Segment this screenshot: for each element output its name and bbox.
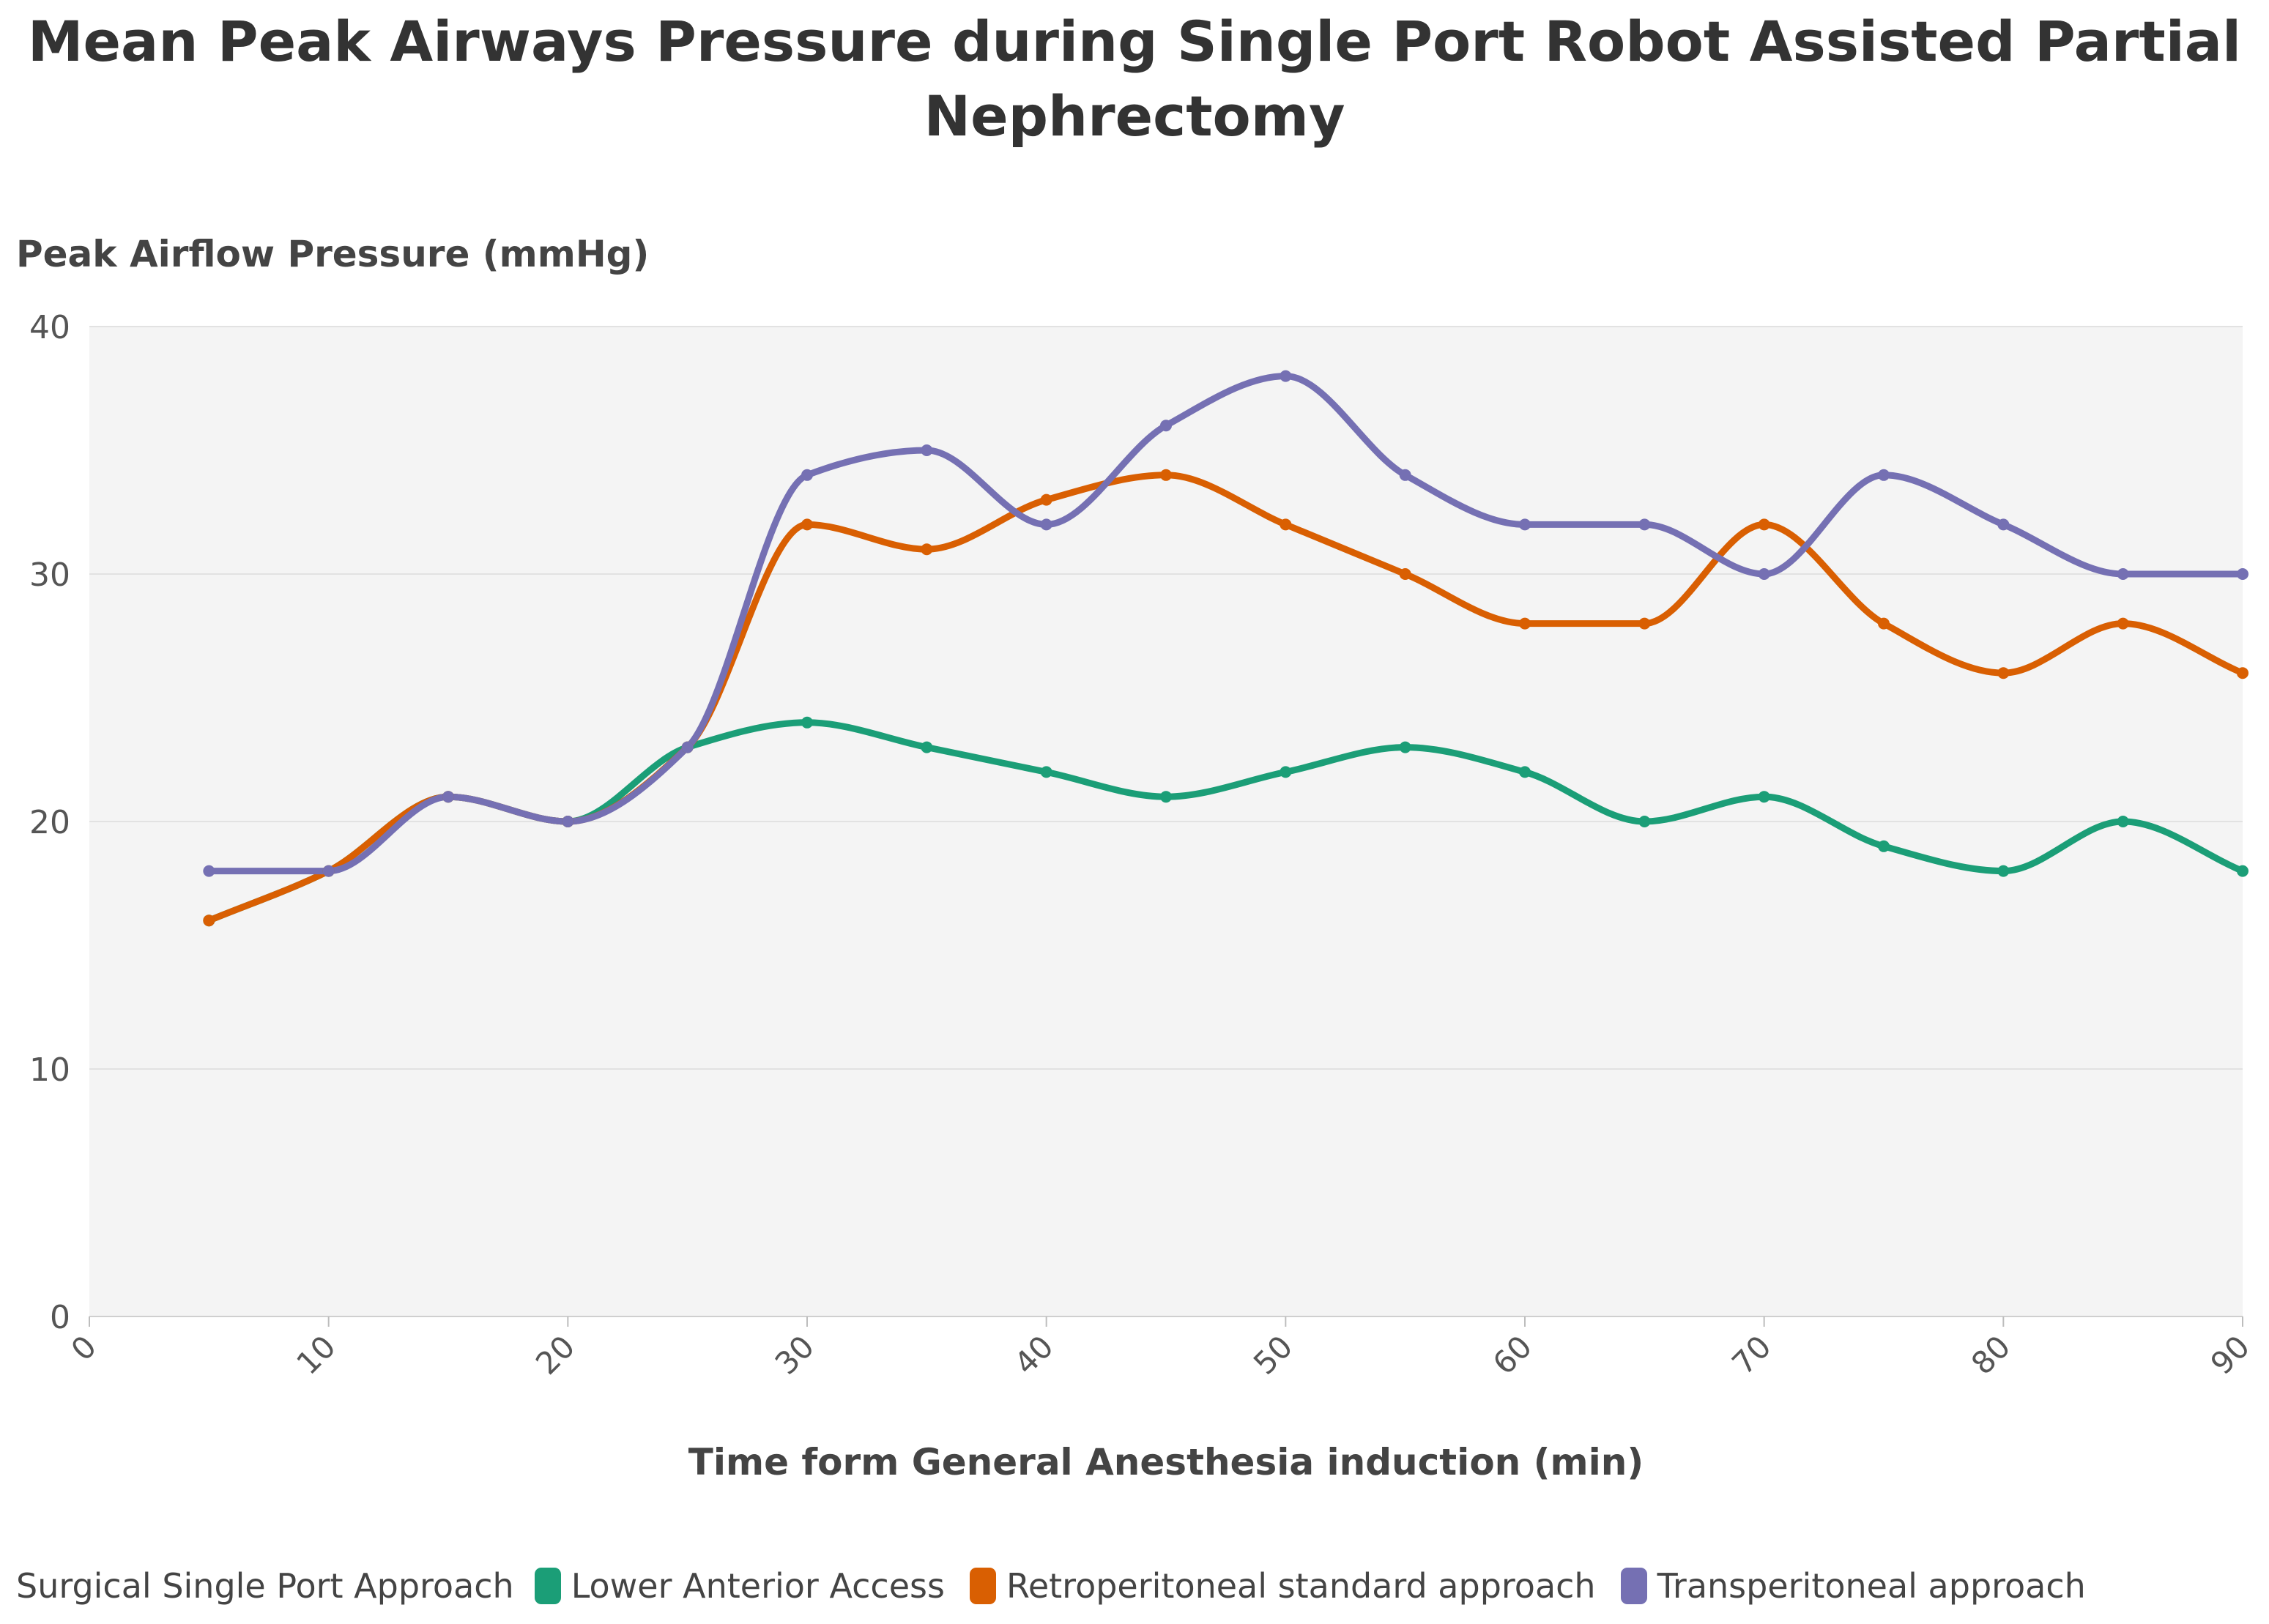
legend-item-lower-anterior-access[interactable]: Lower Anterior Access — [534, 1566, 945, 1606]
y-axis-title: Peak Airflow Pressure (mmHg) — [16, 233, 650, 275]
data-point-lower-anterior-access — [1280, 766, 1292, 778]
x-tick-label: 60 — [1486, 1328, 1539, 1381]
x-tick-label: 50 — [1247, 1328, 1299, 1381]
series-points — [203, 370, 2248, 927]
chart-title-line-1: Mean Peak Airways Pressure during Single… — [27, 9, 2242, 74]
y-tick-label: 30 — [29, 556, 70, 594]
data-point-lower-anterior-access — [1040, 766, 1052, 778]
data-point-lower-anterior-access — [1638, 816, 1651, 827]
data-point-retroperitoneal-standard-approach — [2237, 667, 2248, 679]
grid-lines — [89, 326, 2243, 1070]
data-point-transperitoneal-approach — [1997, 518, 2010, 531]
data-point-retroperitoneal-standard-approach — [1280, 518, 1292, 531]
data-point-lower-anterior-access — [2117, 816, 2129, 827]
data-point-lower-anterior-access — [921, 741, 933, 753]
data-point-transperitoneal-approach — [203, 865, 215, 877]
data-point-retroperitoneal-standard-approach — [921, 543, 933, 556]
data-point-retroperitoneal-standard-approach — [1160, 469, 1172, 481]
x-tick-label: 10 — [289, 1328, 342, 1381]
data-point-retroperitoneal-standard-approach — [1040, 493, 1052, 506]
legend-swatch-lower-anterior-access — [534, 1568, 561, 1604]
y-tick-label: 40 — [29, 309, 70, 346]
data-point-transperitoneal-approach — [1519, 518, 1531, 531]
data-point-retroperitoneal-standard-approach — [801, 518, 813, 531]
data-point-lower-anterior-access — [1997, 865, 2010, 877]
data-point-transperitoneal-approach — [681, 741, 694, 753]
data-point-transperitoneal-approach — [1160, 420, 1172, 432]
data-point-transperitoneal-approach — [1758, 568, 1770, 580]
data-point-lower-anterior-access — [1519, 766, 1531, 778]
chart-title: Mean Peak Airways Pressure during Single… — [0, 4, 2269, 154]
legend-swatch-transperitoneal-approach — [1620, 1568, 1647, 1604]
data-point-transperitoneal-approach — [1280, 370, 1292, 382]
x-tick-label: 40 — [1007, 1328, 1060, 1381]
legend-item-retroperitoneal-standard-approach[interactable]: Retroperitoneal standard approach — [969, 1566, 1596, 1606]
x-tick-label: 90 — [2204, 1328, 2257, 1381]
data-point-transperitoneal-approach — [2117, 568, 2129, 580]
y-tick-label: 10 — [29, 1051, 70, 1089]
y-tick-label: 0 — [50, 1299, 70, 1336]
data-point-lower-anterior-access — [801, 716, 813, 729]
legend-label-retroperitoneal-standard-approach: Retroperitoneal standard approach — [1006, 1566, 1596, 1606]
x-axis-title: Time form General Anesthesia induction (… — [688, 1441, 1644, 1483]
x-tick-labels: 0 10 20 30 40 50 60 70 80 90 — [64, 1328, 2257, 1381]
y-tick-labels: 0 10 20 30 40 — [29, 309, 70, 1336]
data-point-transperitoneal-approach — [1878, 469, 1890, 481]
y-tick-label: 20 — [29, 804, 70, 841]
data-point-lower-anterior-access — [1160, 791, 1172, 803]
data-point-transperitoneal-approach — [322, 865, 335, 877]
data-point-transperitoneal-approach — [801, 469, 813, 481]
data-point-retroperitoneal-standard-approach — [2117, 617, 2129, 630]
legend-swatch-retroperitoneal-standard-approach — [969, 1568, 996, 1604]
legend-item-transperitoneal-approach[interactable]: Transperitoneal approach — [1620, 1566, 2086, 1606]
data-point-transperitoneal-approach — [921, 444, 933, 456]
data-point-transperitoneal-approach — [1040, 518, 1052, 531]
data-point-lower-anterior-access — [2237, 865, 2248, 877]
legend: Surgical Single Port Approach Lower Ante… — [16, 1557, 2111, 1615]
data-point-lower-anterior-access — [1399, 741, 1411, 753]
data-point-retroperitoneal-standard-approach — [1638, 617, 1651, 630]
legend-title: Surgical Single Port Approach — [16, 1566, 514, 1606]
data-point-retroperitoneal-standard-approach — [1758, 518, 1770, 531]
data-point-retroperitoneal-standard-approach — [203, 915, 215, 927]
data-point-transperitoneal-approach — [2237, 568, 2248, 580]
x-tick-label: 80 — [1964, 1328, 2017, 1381]
data-point-lower-anterior-access — [1758, 791, 1770, 803]
legend-label-transperitoneal-approach: Transperitoneal approach — [1657, 1566, 2086, 1606]
data-point-retroperitoneal-standard-approach — [1878, 617, 1890, 630]
x-tick-label: 70 — [1725, 1328, 1778, 1381]
x-tick-label: 30 — [768, 1328, 821, 1381]
data-point-transperitoneal-approach — [442, 791, 454, 803]
data-point-transperitoneal-approach — [1638, 518, 1651, 531]
data-point-transperitoneal-approach — [562, 816, 574, 827]
data-point-retroperitoneal-standard-approach — [1997, 667, 2010, 679]
data-point-retroperitoneal-standard-approach — [1399, 568, 1411, 580]
axes — [89, 1316, 2243, 1327]
data-point-transperitoneal-approach — [1399, 469, 1411, 481]
legend-label-lower-anterior-access: Lower Anterior Access — [571, 1566, 945, 1606]
chart-title-line-2: Nephrectomy — [924, 83, 1345, 149]
x-tick-label: 20 — [529, 1328, 582, 1381]
data-point-lower-anterior-access — [1878, 840, 1890, 852]
data-point-retroperitoneal-standard-approach — [1519, 617, 1531, 630]
